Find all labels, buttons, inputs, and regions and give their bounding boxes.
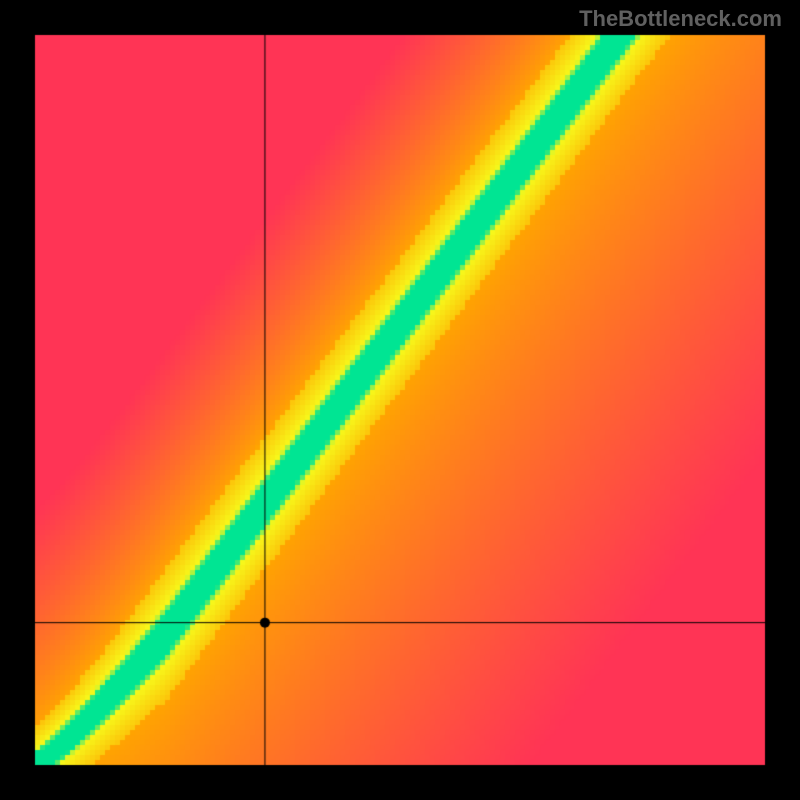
chart-container: TheBottleneck.com — [0, 0, 800, 800]
watermark: TheBottleneck.com — [579, 6, 782, 32]
bottleneck-heatmap — [0, 0, 800, 800]
